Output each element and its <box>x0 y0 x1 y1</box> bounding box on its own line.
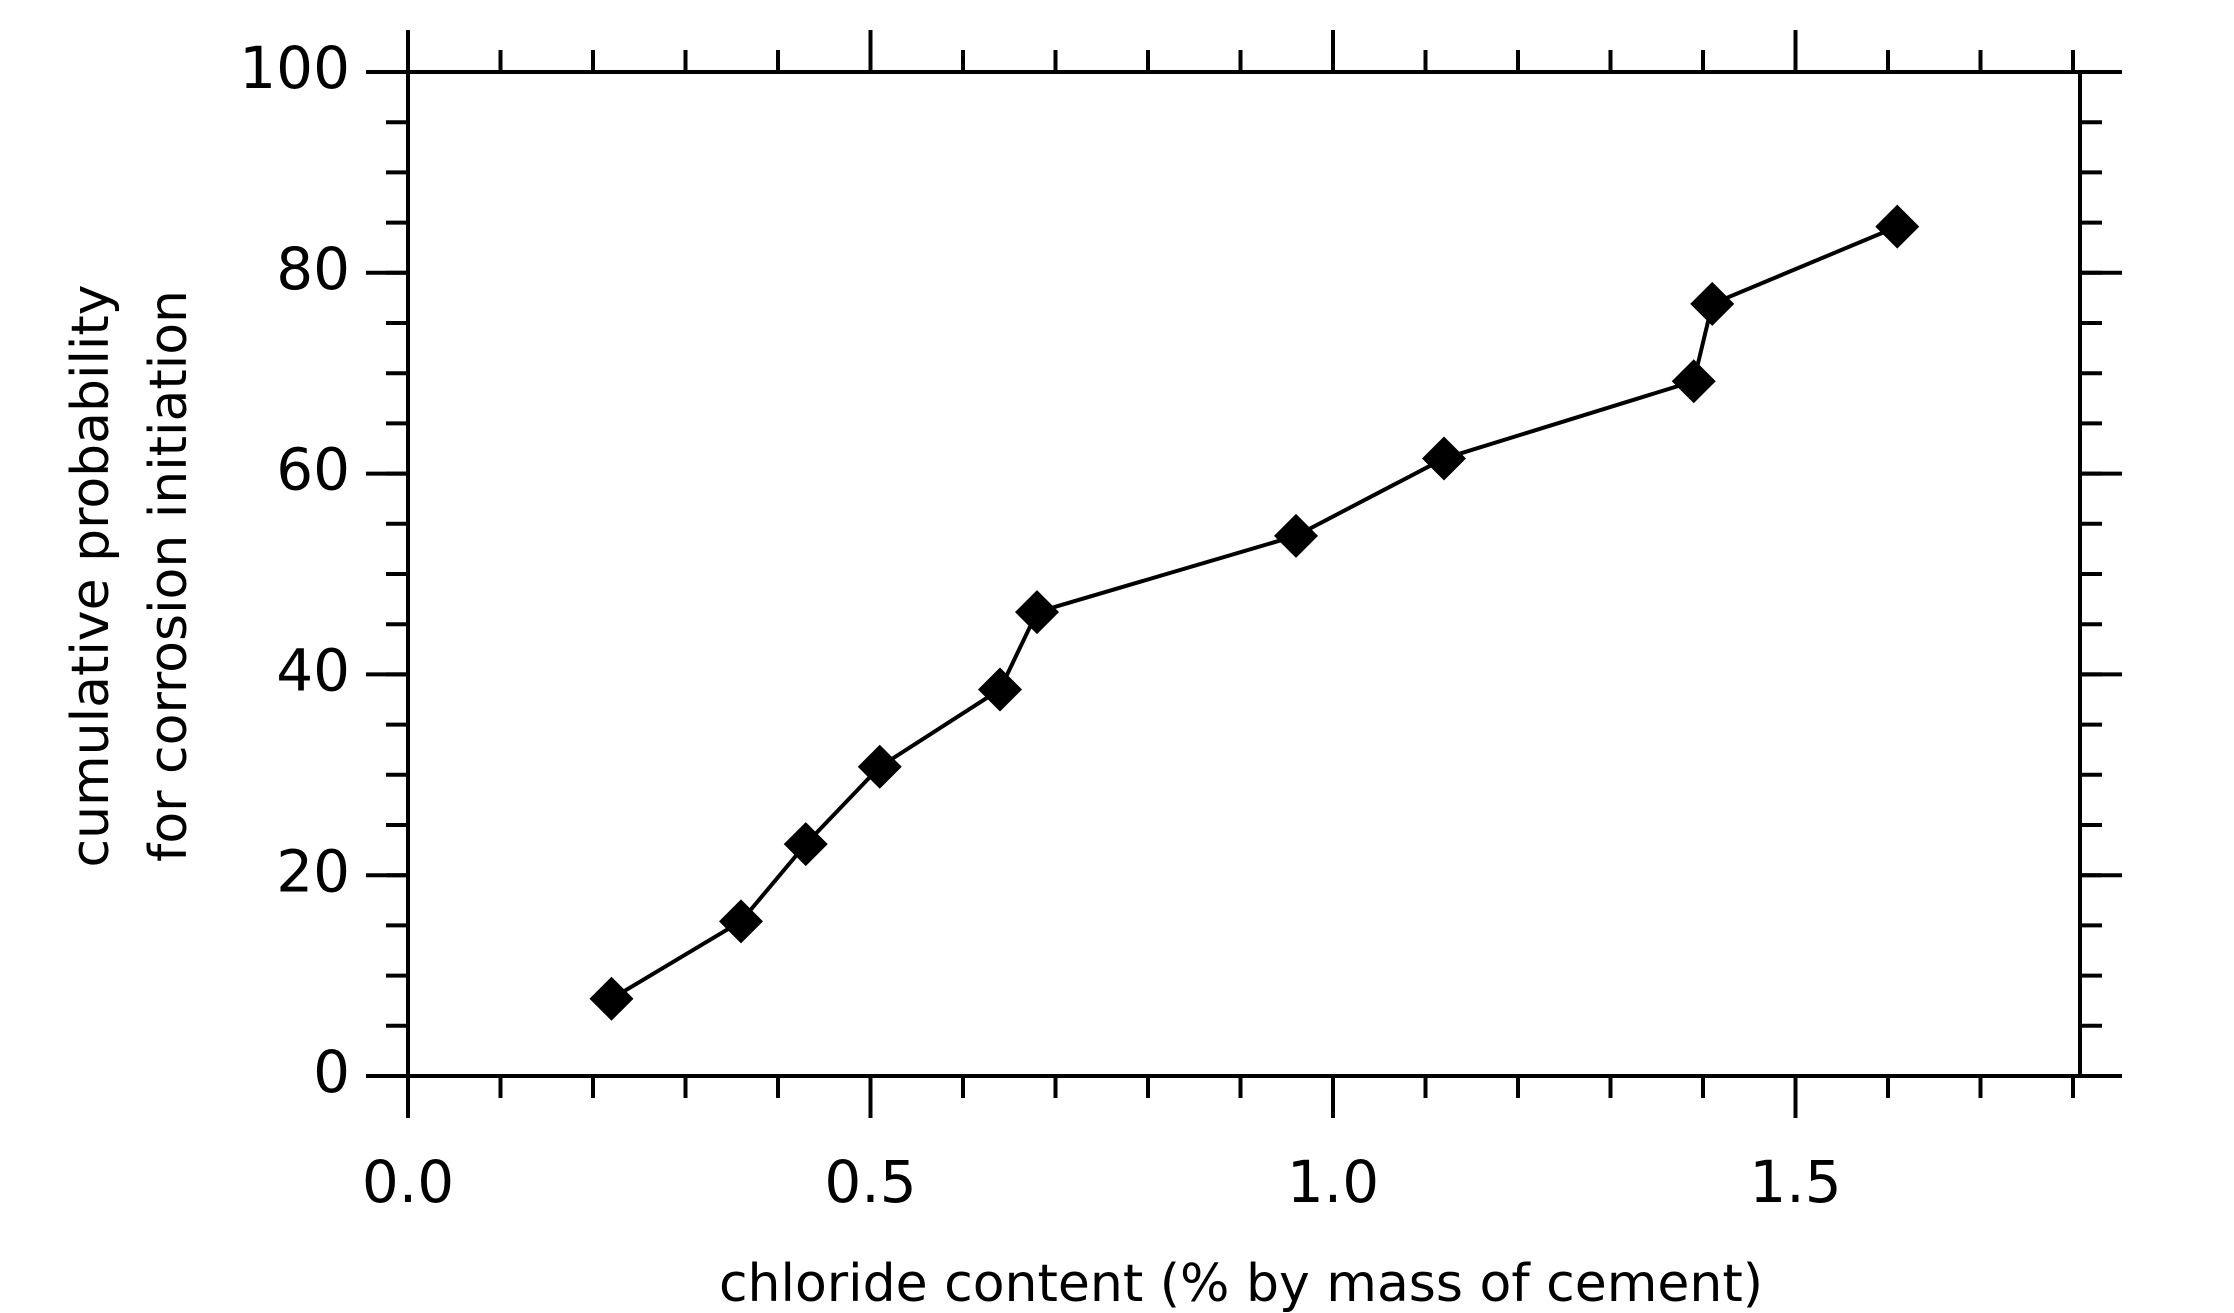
y-tick-label: 60 <box>276 436 350 504</box>
marker <box>1015 590 1059 635</box>
y-axis-label: cumulative probability <box>61 284 121 867</box>
x-axis-label: chloride content (% by mass of cement) <box>719 1254 1763 1313</box>
marker <box>589 976 634 1021</box>
marker <box>1875 204 1920 249</box>
marker <box>857 744 902 789</box>
y-tick-label: 20 <box>276 837 350 905</box>
x-tick-label: 1.5 <box>1749 1148 1841 1216</box>
marker <box>719 899 763 944</box>
y-axis-label: for corrosion initiation <box>139 290 199 862</box>
marker <box>1690 281 1735 326</box>
marker <box>978 667 1022 712</box>
x-tick-label: 1.0 <box>1287 1148 1379 1216</box>
x-tick-label: 0.0 <box>362 1148 454 1216</box>
y-tick-label: 100 <box>239 34 350 102</box>
y-tick-label: 0 <box>313 1038 350 1106</box>
marker <box>783 822 828 867</box>
y-tick-label: 80 <box>276 235 350 303</box>
y-tick-label: 40 <box>276 637 350 705</box>
marker <box>1671 359 1716 404</box>
series-line <box>610 224 1899 1001</box>
x-tick-label: 0.5 <box>824 1148 916 1216</box>
plot-frame <box>406 70 2082 1078</box>
marker <box>1422 436 1466 481</box>
marker <box>1274 513 1318 558</box>
